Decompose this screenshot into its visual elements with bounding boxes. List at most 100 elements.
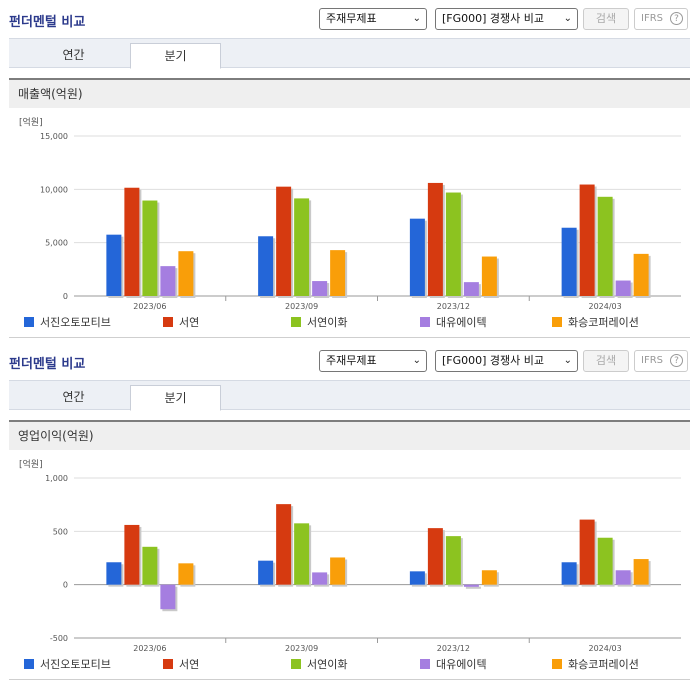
legend-item[interactable]: 대유에이텍 bbox=[420, 314, 487, 330]
legend-swatch bbox=[24, 659, 34, 669]
chevron-down-icon: ⌄ bbox=[563, 13, 572, 24]
bar bbox=[427, 528, 443, 585]
legend-label: 서진오토모티브 bbox=[40, 316, 111, 329]
bar bbox=[445, 536, 461, 585]
bar bbox=[579, 519, 595, 585]
bar bbox=[561, 227, 577, 296]
y-tick-label: 5,000 bbox=[45, 239, 68, 248]
panel-header: 펀더멘털 비교 주재무제표 ⌄ [FG000] 경쟁사 비교 ⌄ 검색 IFRS… bbox=[0, 0, 696, 34]
ifrs-button[interactable]: IFRS ? bbox=[634, 8, 688, 30]
bar bbox=[178, 563, 194, 585]
bar bbox=[294, 523, 310, 585]
legend-label: 서진오토모티브 bbox=[40, 658, 111, 671]
x-tick-label: 2024/03 bbox=[589, 302, 622, 311]
bar bbox=[463, 282, 479, 296]
y-tick-label: 0 bbox=[63, 292, 68, 301]
legend-swatch bbox=[291, 317, 301, 327]
bar bbox=[106, 562, 122, 585]
fundamental-panel-sales: 펀더멘털 비교 주재무제표 ⌄ [FG000] 경쟁사 비교 ⌄ 검색 IFRS… bbox=[0, 0, 696, 338]
bar bbox=[481, 570, 497, 585]
legend-swatch bbox=[420, 659, 430, 669]
legend-item[interactable]: 서연 bbox=[163, 656, 199, 672]
compare-select[interactable]: [FG000] 경쟁사 비교 ⌄ bbox=[435, 350, 578, 372]
legend-item[interactable]: 서연이화 bbox=[291, 656, 347, 672]
legend-label: 대유에이텍 bbox=[436, 316, 487, 329]
statement-select-value: 주재무제표 bbox=[326, 12, 377, 25]
period-tabs: 연간 분기 bbox=[9, 380, 690, 411]
chevron-down-icon: ⌄ bbox=[412, 355, 421, 366]
y-tick-label: 500 bbox=[53, 527, 68, 536]
chevron-down-icon: ⌄ bbox=[563, 355, 572, 366]
bar bbox=[597, 196, 613, 296]
legend-item[interactable]: 서연이화 bbox=[291, 314, 347, 330]
compare-select[interactable]: [FG000] 경쟁사 비교 ⌄ bbox=[435, 8, 578, 30]
operating-income-chart-svg: [억원] -500 0 500 1,000 2023/06 2023/09 2023/12 20… bbox=[19, 458, 681, 653]
tab-quarterly[interactable]: 분기 bbox=[130, 43, 221, 69]
panel-title: 펀더멘털 비교 bbox=[9, 15, 86, 30]
bar bbox=[106, 234, 122, 296]
ifrs-label: IFRS bbox=[641, 13, 663, 24]
legend-swatch bbox=[24, 317, 34, 327]
bar bbox=[124, 187, 140, 296]
y-tick-label: -500 bbox=[50, 634, 68, 643]
bar bbox=[160, 266, 176, 296]
bar bbox=[312, 572, 328, 585]
y-tick-label: 10,000 bbox=[40, 185, 68, 194]
legend-item[interactable]: 서진오토모티브 bbox=[24, 656, 111, 672]
bar bbox=[481, 256, 497, 296]
bar bbox=[258, 560, 274, 585]
legend-item[interactable]: 화승코퍼레이션 bbox=[552, 656, 639, 672]
legend-label: 대유에이텍 bbox=[436, 658, 487, 671]
bar bbox=[142, 546, 158, 585]
bar bbox=[178, 251, 194, 296]
x-tick-label: 2023/09 bbox=[285, 644, 318, 653]
tab-annual[interactable]: 연간 bbox=[62, 48, 85, 62]
legend-label: 화승코퍼레이션 bbox=[568, 316, 639, 329]
legend-item[interactable]: 대유에이텍 bbox=[420, 656, 487, 672]
x-tick-label: 2024/03 bbox=[589, 644, 622, 653]
ifrs-button[interactable]: IFRS ? bbox=[634, 350, 688, 372]
help-icon[interactable]: ? bbox=[670, 354, 683, 367]
panel-header: 펀더멘털 비교 주재무제표 ⌄ [FG000] 경쟁사 비교 ⌄ 검색 IFRS… bbox=[0, 342, 696, 376]
compare-select-value: [FG000] 경쟁사 비교 bbox=[442, 354, 545, 367]
fundamental-panel-operating-income: 펀더멘털 비교 주재무제표 ⌄ [FG000] 경쟁사 비교 ⌄ 검색 IFRS… bbox=[0, 342, 696, 684]
chevron-down-icon: ⌄ bbox=[412, 13, 421, 24]
bar bbox=[276, 504, 292, 585]
bar bbox=[615, 280, 631, 296]
statement-select[interactable]: 주재무제표 ⌄ bbox=[319, 8, 427, 30]
legend-item[interactable]: 서진오토모티브 bbox=[24, 314, 111, 330]
bar bbox=[409, 218, 425, 296]
bar bbox=[330, 557, 346, 585]
x-tick-label: 2023/09 bbox=[285, 302, 318, 311]
help-icon[interactable]: ? bbox=[670, 12, 683, 25]
legend-label: 서연 bbox=[179, 316, 200, 329]
x-tick-label: 2023/12 bbox=[437, 644, 470, 653]
legend-swatch bbox=[552, 659, 562, 669]
legend-swatch bbox=[163, 317, 173, 327]
legend-swatch bbox=[552, 317, 562, 327]
unit-label: [억원] bbox=[19, 116, 43, 128]
statement-select[interactable]: 주재무제표 ⌄ bbox=[319, 350, 427, 372]
section-title: 매출액(억원) bbox=[9, 78, 690, 108]
x-tick-label: 2023/12 bbox=[437, 302, 470, 311]
bar bbox=[615, 570, 631, 585]
y-tick-label: 0 bbox=[63, 581, 68, 590]
legend-swatch bbox=[420, 317, 430, 327]
bar bbox=[294, 198, 310, 296]
legend-item[interactable]: 화승코퍼레이션 bbox=[552, 314, 639, 330]
search-button[interactable]: 검색 bbox=[583, 350, 629, 372]
bar bbox=[160, 584, 176, 610]
y-tick-label: 15,000 bbox=[40, 132, 68, 141]
tab-quarterly[interactable]: 분기 bbox=[130, 385, 221, 411]
bar bbox=[427, 182, 443, 296]
bar bbox=[633, 559, 649, 585]
unit-label: [억원] bbox=[19, 458, 43, 470]
ifrs-label: IFRS bbox=[641, 355, 663, 366]
search-button[interactable]: 검색 bbox=[583, 8, 629, 30]
bar bbox=[276, 186, 292, 296]
legend-item[interactable]: 서연 bbox=[163, 314, 199, 330]
sales-chart: [억원] 0 5,000 10,000 15,000 2023/06 2023/09 2023… bbox=[9, 108, 690, 338]
tab-annual[interactable]: 연간 bbox=[62, 390, 85, 404]
section-title: 영업이익(억원) bbox=[9, 420, 690, 450]
sales-chart-svg: [억원] 0 5,000 10,000 15,000 2023/06 2023/09 2023… bbox=[19, 116, 681, 311]
